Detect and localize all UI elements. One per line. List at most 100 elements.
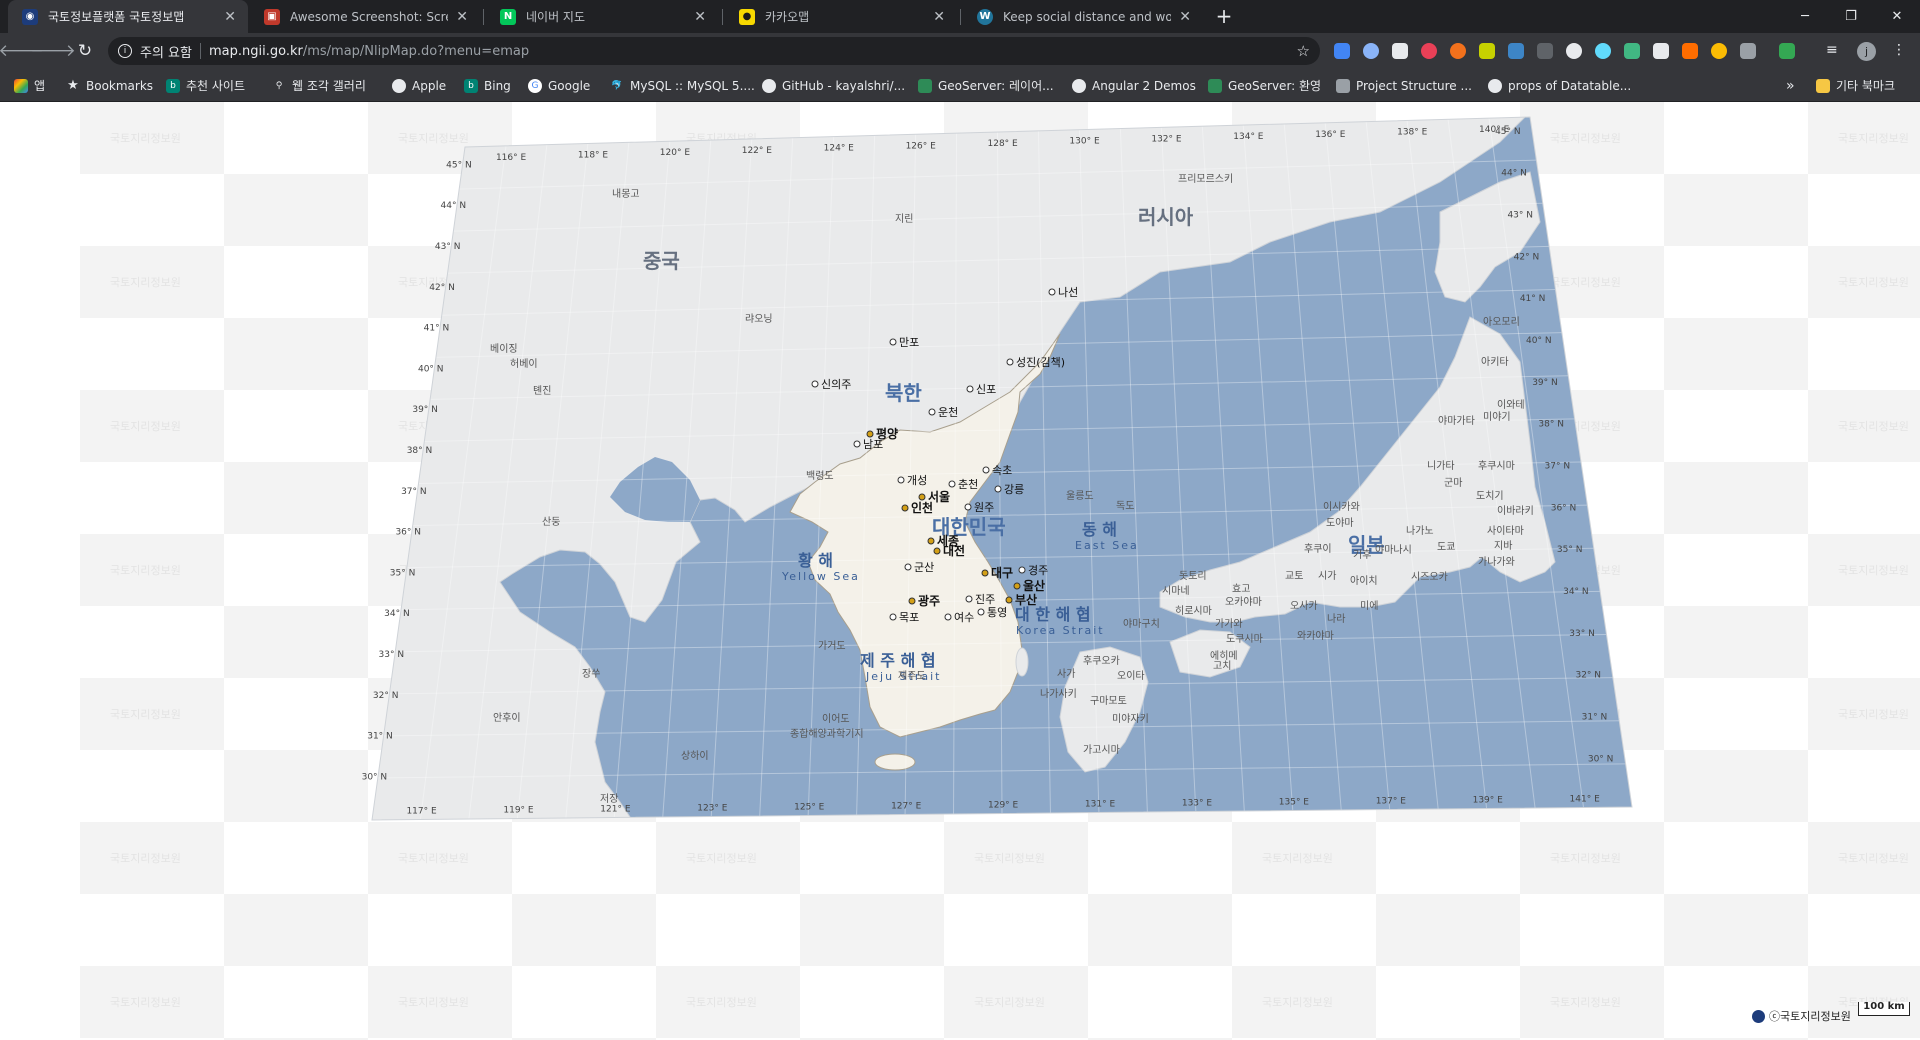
extension-icon[interactable] <box>1566 43 1582 59</box>
bookmark-google[interactable]: G Google <box>528 69 590 102</box>
shikoku <box>1169 629 1251 678</box>
extension-icon[interactable] <box>1508 43 1524 59</box>
meridian-line <box>662 140 712 818</box>
longitude-label: 120° E <box>660 148 691 158</box>
tab-ngii[interactable]: ◉ 국토정보플랫폼 국토정보맵 ✕ <box>8 0 248 33</box>
extension-icon[interactable] <box>1450 43 1466 59</box>
reading-list-icon[interactable]: ≡ <box>1826 42 1838 58</box>
minimize-button[interactable]: ─ <box>1801 9 1809 24</box>
extension-icon[interactable] <box>1421 43 1437 59</box>
other-bookmarks[interactable]: 기타 북마크 <box>1816 69 1895 102</box>
city-marker[interactable] <box>908 597 916 605</box>
extension-icon[interactable] <box>1392 43 1408 59</box>
bookmark-datatable[interactable]: props of Datatable... <box>1488 69 1631 102</box>
city-marker[interactable] <box>933 547 941 555</box>
close-icon[interactable]: ✕ <box>933 8 945 25</box>
info-icon[interactable]: i <box>118 44 132 58</box>
profile-avatar[interactable]: j <box>1857 42 1876 61</box>
city-marker[interactable] <box>944 613 952 621</box>
tab-awesome-screenshot[interactable]: ▣ Awesome Screenshot: Screen V ✕ <box>250 0 480 33</box>
code-extension-icon[interactable] <box>1537 43 1553 59</box>
extension-icon[interactable] <box>1653 43 1669 59</box>
new-tab-button[interactable]: + <box>1215 4 1233 28</box>
city-marker[interactable] <box>1048 288 1056 296</box>
bookmark-label: props of Datatable... <box>1508 78 1632 93</box>
bookmark-mysql[interactable]: 🐬 MySQL :: MySQL 5.... <box>610 69 754 102</box>
region-label: 와카야마 <box>1297 630 1334 642</box>
city-marker[interactable] <box>964 503 972 511</box>
city-marker[interactable] <box>981 569 989 577</box>
city-marker[interactable] <box>1006 358 1014 366</box>
city-marker[interactable] <box>889 613 897 621</box>
latitude-label: 33° N <box>379 650 405 660</box>
extension-icon[interactable] <box>1779 43 1795 59</box>
back-button[interactable]: 🡐 <box>0 41 44 61</box>
restore-button[interactable]: ❐ <box>1845 9 1857 24</box>
city-marker[interactable] <box>889 338 897 346</box>
address-bar[interactable]: i 주의 요함 map.ngii.go.kr /ms/map/NlipMap.d… <box>108 37 1320 65</box>
extension-icon[interactable] <box>1740 43 1756 59</box>
city-marker[interactable] <box>982 466 990 474</box>
close-icon[interactable]: ✕ <box>694 8 706 25</box>
bookmark-label: GeoServer: 환영 <box>1228 79 1322 93</box>
bookmark-geoserver-welcome[interactable]: GeoServer: 환영 <box>1208 69 1321 102</box>
close-icon[interactable]: ✕ <box>1179 8 1191 25</box>
extension-icon[interactable] <box>1363 43 1379 59</box>
bookmark-star-icon[interactable]: ☆ <box>1296 42 1310 60</box>
vue-devtools-icon[interactable] <box>1624 43 1640 59</box>
city-label: 경주 <box>1028 564 1048 577</box>
extension-icon[interactable] <box>1479 43 1495 59</box>
map-canvas[interactable]: 중국 러시아 북한 대한민국 일본 황 해 Yellow Sea 동 해 Eas… <box>0 102 1920 1040</box>
tab-kakaomap[interactable]: ● 카카오맵 ✕ <box>725 0 957 33</box>
city-marker[interactable] <box>948 480 956 488</box>
city-marker[interactable] <box>918 493 926 501</box>
bookmark-geoserver-layer[interactable]: GeoServer: 레이어... <box>918 69 1054 102</box>
react-devtools-icon[interactable] <box>1595 43 1611 59</box>
city-marker[interactable] <box>901 504 909 512</box>
bookmark-apple[interactable]: Apple <box>392 69 446 102</box>
region-label: 산둥 <box>542 516 560 528</box>
city-marker[interactable] <box>866 430 874 438</box>
background-tile <box>1808 246 1920 318</box>
meridian-line <box>1365 121 1439 810</box>
extension-icon[interactable] <box>1682 43 1698 59</box>
city-marker[interactable] <box>811 380 819 388</box>
city-marker[interactable] <box>1005 596 1013 604</box>
city-marker[interactable] <box>927 537 935 545</box>
sea-label-en: East Sea <box>1075 539 1139 552</box>
city-marker[interactable] <box>897 476 905 484</box>
city-marker[interactable] <box>965 595 973 603</box>
city-marker[interactable] <box>977 608 985 616</box>
city-marker[interactable] <box>1013 582 1021 590</box>
city-marker[interactable] <box>928 408 936 416</box>
bookmark-recommended[interactable]: b 추천 사이트 <box>166 69 245 102</box>
bookmark-github[interactable]: GitHub - kayalshri/... <box>762 69 905 102</box>
tab-wordpress[interactable]: W Keep social distance and work f ✕ <box>963 0 1203 33</box>
forward-button[interactable]: 🡒 <box>30 41 76 61</box>
watermark: 국토지리정보원 <box>110 276 181 289</box>
bookmark-apps[interactable]: 앱 <box>14 69 45 102</box>
bookmark-web-slice[interactable]: ⚲ 웹 조각 갤러리 <box>272 69 366 102</box>
latitude-label: 35° N <box>1557 545 1583 555</box>
city-marker[interactable] <box>904 563 912 571</box>
map-viewport[interactable]: 국토지리정보원 국토지리정보원 국토지리정보원 국토지리정보원 국토지리정보원 국토지리정… <box>0 102 1920 1040</box>
bookmarks-overflow-button[interactable]: » <box>1786 77 1795 94</box>
bookmark-bookmarks[interactable]: ★ Bookmarks <box>66 69 153 102</box>
city-marker[interactable] <box>1018 566 1026 574</box>
city-marker[interactable] <box>966 385 974 393</box>
extension-icon[interactable] <box>1334 43 1350 59</box>
security-status[interactable]: 주의 요함 <box>140 45 192 61</box>
close-icon[interactable]: ✕ <box>224 8 236 25</box>
close-window-button[interactable]: ✕ <box>1891 9 1903 24</box>
close-icon[interactable]: ✕ <box>456 8 468 25</box>
bookmark-project-structure[interactable]: Project Structure ... <box>1336 69 1472 102</box>
city-label: 진주 <box>975 593 995 606</box>
menu-kebab-icon[interactable]: ⋮ <box>1892 42 1906 58</box>
city-marker[interactable] <box>994 485 1002 493</box>
city-marker[interactable] <box>853 440 861 448</box>
bookmark-bing[interactable]: b Bing <box>464 69 511 102</box>
extension-icon[interactable] <box>1711 43 1727 59</box>
bookmark-angular[interactable]: Angular 2 Demos <box>1072 69 1196 102</box>
tab-naver-map[interactable]: N 네이버 지도 ✕ <box>486 0 718 33</box>
reload-button[interactable]: ↻ <box>77 41 93 61</box>
